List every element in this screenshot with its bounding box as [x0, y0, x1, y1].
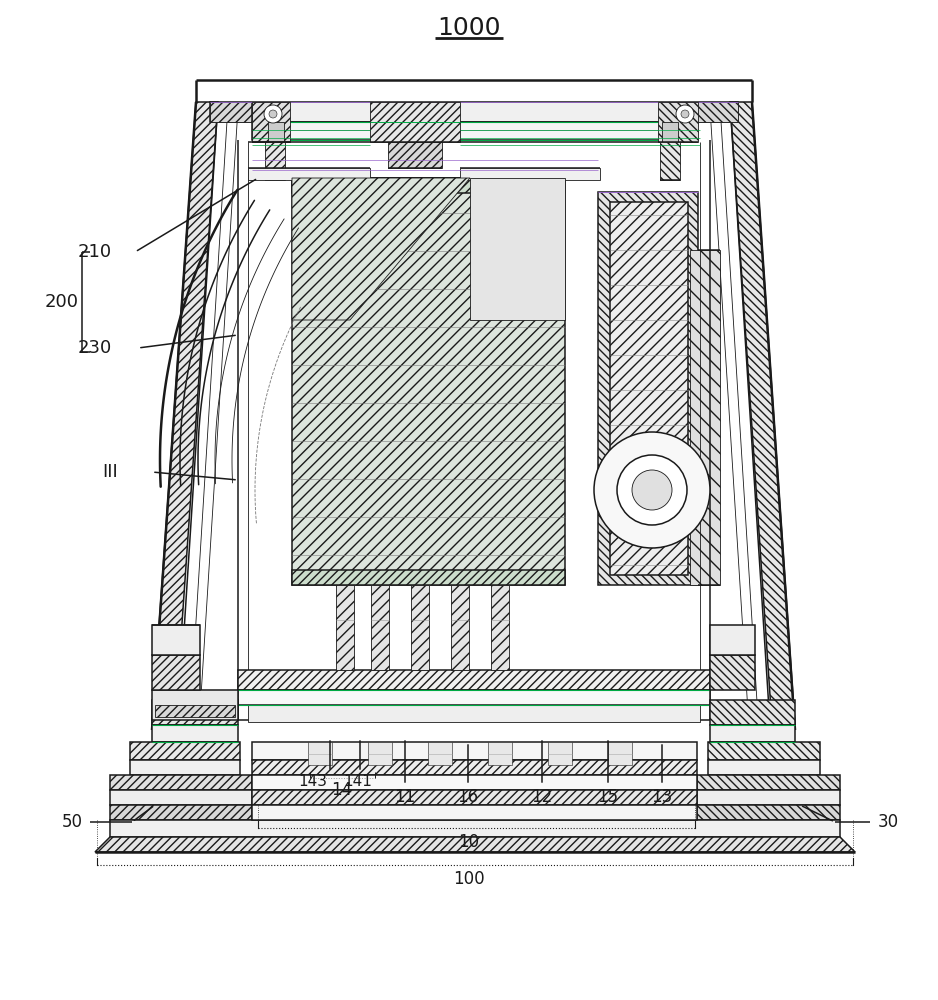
- Text: 16: 16: [458, 788, 478, 806]
- Text: 14: 14: [331, 781, 353, 799]
- Text: III: III: [102, 463, 118, 481]
- Polygon shape: [697, 805, 840, 820]
- Polygon shape: [152, 700, 238, 725]
- Polygon shape: [428, 742, 452, 765]
- Polygon shape: [95, 837, 855, 852]
- Polygon shape: [110, 775, 252, 790]
- Polygon shape: [660, 142, 680, 180]
- Polygon shape: [265, 142, 285, 180]
- Polygon shape: [710, 700, 795, 725]
- Text: 230: 230: [78, 339, 113, 357]
- Polygon shape: [470, 178, 565, 320]
- Polygon shape: [238, 690, 710, 705]
- Polygon shape: [730, 102, 795, 725]
- Text: 13: 13: [651, 788, 673, 806]
- Polygon shape: [608, 742, 632, 765]
- Polygon shape: [370, 102, 460, 142]
- Polygon shape: [248, 168, 370, 180]
- Text: 30: 30: [877, 813, 899, 831]
- Polygon shape: [268, 122, 284, 142]
- Polygon shape: [308, 742, 332, 765]
- Polygon shape: [710, 655, 755, 690]
- Circle shape: [632, 470, 672, 510]
- Polygon shape: [697, 790, 840, 805]
- Text: 15: 15: [598, 788, 618, 806]
- Polygon shape: [252, 102, 290, 142]
- Polygon shape: [548, 742, 572, 765]
- Text: 11: 11: [394, 788, 416, 806]
- Polygon shape: [692, 102, 738, 122]
- Text: 200: 200: [45, 293, 79, 311]
- Polygon shape: [368, 742, 392, 765]
- Polygon shape: [411, 585, 429, 670]
- Polygon shape: [388, 142, 442, 168]
- Polygon shape: [252, 742, 697, 760]
- Polygon shape: [708, 760, 820, 775]
- Polygon shape: [292, 178, 470, 320]
- Text: 10: 10: [459, 833, 479, 851]
- Polygon shape: [292, 178, 565, 585]
- Text: 210: 210: [78, 243, 113, 261]
- Circle shape: [269, 110, 277, 118]
- Text: 143: 143: [298, 774, 327, 790]
- Polygon shape: [130, 760, 240, 775]
- Polygon shape: [488, 742, 512, 765]
- Circle shape: [676, 105, 694, 123]
- Circle shape: [617, 455, 687, 525]
- Polygon shape: [598, 192, 698, 585]
- Circle shape: [594, 432, 710, 548]
- Polygon shape: [152, 725, 238, 742]
- Polygon shape: [610, 202, 688, 575]
- Polygon shape: [110, 820, 840, 837]
- Polygon shape: [710, 725, 795, 742]
- Polygon shape: [710, 625, 755, 655]
- Polygon shape: [110, 805, 252, 820]
- Polygon shape: [130, 742, 240, 760]
- Polygon shape: [662, 122, 678, 142]
- Circle shape: [681, 110, 689, 118]
- Polygon shape: [210, 102, 252, 122]
- Text: 1000: 1000: [437, 16, 501, 40]
- Polygon shape: [690, 250, 720, 585]
- Polygon shape: [152, 102, 218, 725]
- Circle shape: [264, 105, 282, 123]
- Polygon shape: [252, 790, 697, 805]
- Polygon shape: [252, 775, 697, 790]
- Polygon shape: [155, 705, 235, 717]
- Text: 12: 12: [531, 788, 552, 806]
- Polygon shape: [238, 670, 710, 690]
- Polygon shape: [336, 585, 354, 670]
- Polygon shape: [491, 585, 509, 670]
- Polygon shape: [292, 570, 565, 585]
- Polygon shape: [252, 805, 697, 820]
- Polygon shape: [658, 102, 698, 142]
- Polygon shape: [210, 102, 738, 122]
- Polygon shape: [292, 178, 565, 193]
- Polygon shape: [252, 122, 692, 140]
- Text: 141: 141: [343, 774, 372, 790]
- Polygon shape: [697, 775, 840, 790]
- Polygon shape: [152, 690, 238, 720]
- Polygon shape: [152, 655, 200, 690]
- Polygon shape: [460, 168, 600, 180]
- Polygon shape: [252, 760, 697, 775]
- Text: 50: 50: [62, 813, 83, 831]
- Polygon shape: [110, 790, 252, 805]
- Polygon shape: [248, 705, 700, 722]
- Polygon shape: [152, 625, 200, 655]
- Polygon shape: [371, 585, 389, 670]
- Text: 100: 100: [453, 870, 485, 888]
- Polygon shape: [708, 742, 820, 760]
- Polygon shape: [451, 585, 469, 670]
